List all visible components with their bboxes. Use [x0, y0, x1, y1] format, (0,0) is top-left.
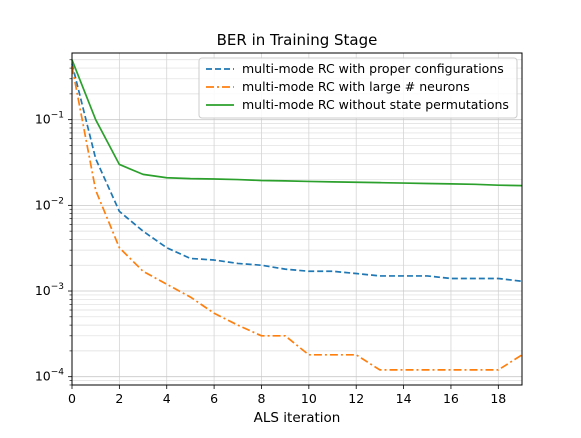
x-tick-label: 6	[210, 391, 218, 406]
x-tick-label: 18	[490, 391, 506, 406]
legend-label-proper-configurations: multi-mode RC with proper configurations	[242, 61, 504, 76]
x-tick-label: 2	[115, 391, 123, 406]
legend-label-without-permutations: multi-mode RC without state permutations	[242, 97, 509, 112]
x-axis-title: ALS iteration	[254, 410, 341, 426]
x-tick-label: 4	[163, 391, 171, 406]
x-tick-label: 12	[348, 391, 364, 406]
x-tick-label: 0	[68, 391, 76, 406]
legend-label-large-neurons: multi-mode RC with large # neurons	[242, 79, 470, 94]
legend: multi-mode RC with proper configurations…	[199, 58, 517, 118]
chart-title: BER in Training Stage	[217, 31, 378, 49]
x-tick-label: 14	[396, 391, 412, 406]
x-tick-label: 16	[443, 391, 459, 406]
x-tick-label: 8	[257, 391, 265, 406]
x-tick-label: 10	[301, 391, 317, 406]
